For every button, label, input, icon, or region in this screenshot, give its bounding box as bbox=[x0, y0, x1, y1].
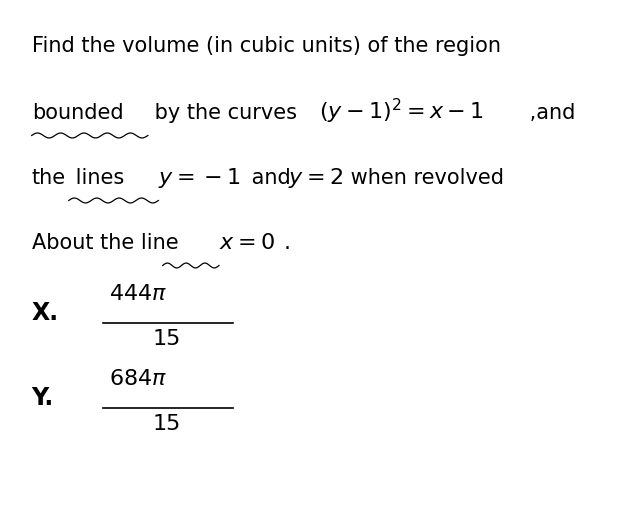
Text: by the curves: by the curves bbox=[148, 103, 303, 123]
Text: About the line: About the line bbox=[32, 233, 178, 253]
Text: ,and: ,and bbox=[523, 103, 576, 123]
Text: 15: 15 bbox=[152, 414, 181, 433]
Text: Find the volume (in cubic units) of the region: Find the volume (in cubic units) of the … bbox=[32, 36, 501, 56]
Text: $x=0$: $x=0$ bbox=[219, 233, 275, 253]
Text: X.: X. bbox=[32, 301, 59, 324]
Text: and: and bbox=[245, 169, 304, 189]
Text: $y=-1$: $y=-1$ bbox=[159, 167, 241, 191]
Text: the: the bbox=[32, 169, 66, 189]
Text: bounded: bounded bbox=[32, 103, 123, 123]
Text: $684\pi$: $684\pi$ bbox=[109, 369, 167, 389]
Text: .: . bbox=[284, 233, 291, 253]
Text: Y.: Y. bbox=[32, 386, 54, 410]
Text: $(y-1)^2 = x-1$: $(y-1)^2 = x-1$ bbox=[319, 97, 483, 126]
Text: 15: 15 bbox=[152, 328, 181, 348]
Text: $444\pi$: $444\pi$ bbox=[109, 284, 167, 303]
Text: when revolved: when revolved bbox=[344, 169, 504, 189]
Text: $y=2$: $y=2$ bbox=[288, 167, 343, 191]
Text: lines: lines bbox=[69, 169, 124, 189]
